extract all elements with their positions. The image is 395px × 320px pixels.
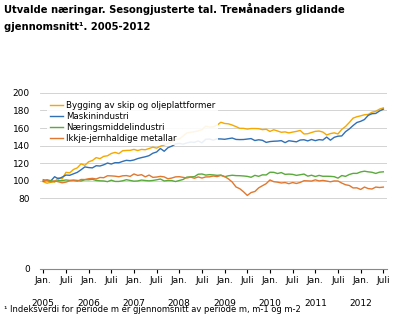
Ikkje-jernhaldige metallar: [336, 179, 340, 183]
Næringsmiddelindustri: [52, 180, 57, 184]
Ikkje-jernhaldige metallar: [245, 194, 250, 197]
Ikkje-jernhaldige metallar: [132, 172, 136, 176]
Ikkje-jernhaldige metallar: [41, 179, 46, 183]
Text: 2012: 2012: [349, 299, 372, 308]
Ikkje-jernhaldige metallar: [377, 186, 382, 189]
Text: 2009: 2009: [213, 299, 236, 308]
Ikkje-jernhaldige metallar: [381, 185, 386, 189]
Bygging av skip og oljeplattformer: [86, 160, 91, 164]
Næringsmiddelindustri: [362, 169, 367, 173]
Næringsmiddelindustri: [124, 178, 129, 182]
Text: 2007: 2007: [122, 299, 145, 308]
Næringsmiddelindustri: [377, 170, 382, 174]
Text: 2006: 2006: [77, 299, 100, 308]
Bygging av skip og oljeplattformer: [41, 180, 46, 184]
Maskinindustri: [381, 107, 386, 111]
Maskinindustri: [370, 112, 374, 116]
Text: gjennomsnitt¹. 2005-2012: gjennomsnitt¹. 2005-2012: [4, 22, 150, 32]
Bygging av skip og oljeplattformer: [332, 131, 337, 135]
Næringsmiddelindustri: [86, 178, 91, 182]
Bygging av skip og oljeplattformer: [373, 109, 378, 113]
Bygging av skip og oljeplattformer: [377, 107, 382, 111]
Næringsmiddelindustri: [132, 179, 136, 183]
Næringsmiddelindustri: [332, 175, 337, 179]
Line: Ikkje-jernhaldige metallar: Ikkje-jernhaldige metallar: [43, 174, 383, 196]
Legend: Bygging av skip og oljeplattformer, Maskinindustri, Næringsmiddelindustri, Ikkje: Bygging av skip og oljeplattformer, Mask…: [47, 99, 218, 145]
Text: 2008: 2008: [168, 299, 191, 308]
Maskinindustri: [41, 179, 46, 183]
Text: Utvalde næringar. Sesongjusterte tal. Trемånaders glidande: Utvalde næringar. Sesongjusterte tal. Tr…: [4, 3, 345, 15]
Ikkje-jernhaldige metallar: [128, 174, 133, 178]
Næringsmiddelindustri: [241, 174, 246, 178]
Text: 2005: 2005: [32, 299, 55, 308]
Text: 2010: 2010: [259, 299, 281, 308]
Ikkje-jernhaldige metallar: [83, 178, 87, 181]
Bygging av skip og oljeplattformer: [381, 106, 386, 110]
Ikkje-jernhaldige metallar: [241, 190, 246, 194]
Maskinindustri: [328, 138, 333, 142]
Bygging av skip og oljeplattformer: [124, 148, 129, 152]
Line: Maskinindustri: Maskinindustri: [43, 109, 383, 181]
Maskinindustri: [83, 165, 87, 169]
Maskinindustri: [373, 112, 378, 116]
Bygging av skip og oljeplattformer: [45, 181, 49, 185]
Næringsmiddelindustri: [381, 170, 386, 174]
Maskinindustri: [120, 159, 125, 163]
Line: Næringsmiddelindustri: Næringsmiddelindustri: [43, 171, 383, 182]
Næringsmiddelindustri: [41, 178, 46, 182]
Line: Bygging av skip og oljeplattformer: Bygging av skip og oljeplattformer: [43, 108, 383, 183]
Text: 2011: 2011: [304, 299, 327, 308]
Ikkje-jernhaldige metallar: [120, 174, 125, 178]
Maskinindustri: [128, 159, 133, 163]
Bygging av skip og oljeplattformer: [132, 148, 136, 151]
Text: ¹ Indeksverdi for periode m er gjennomsnitt av periode m, m-1 og m-2: ¹ Indeksverdi for periode m er gjennomsn…: [4, 305, 301, 314]
